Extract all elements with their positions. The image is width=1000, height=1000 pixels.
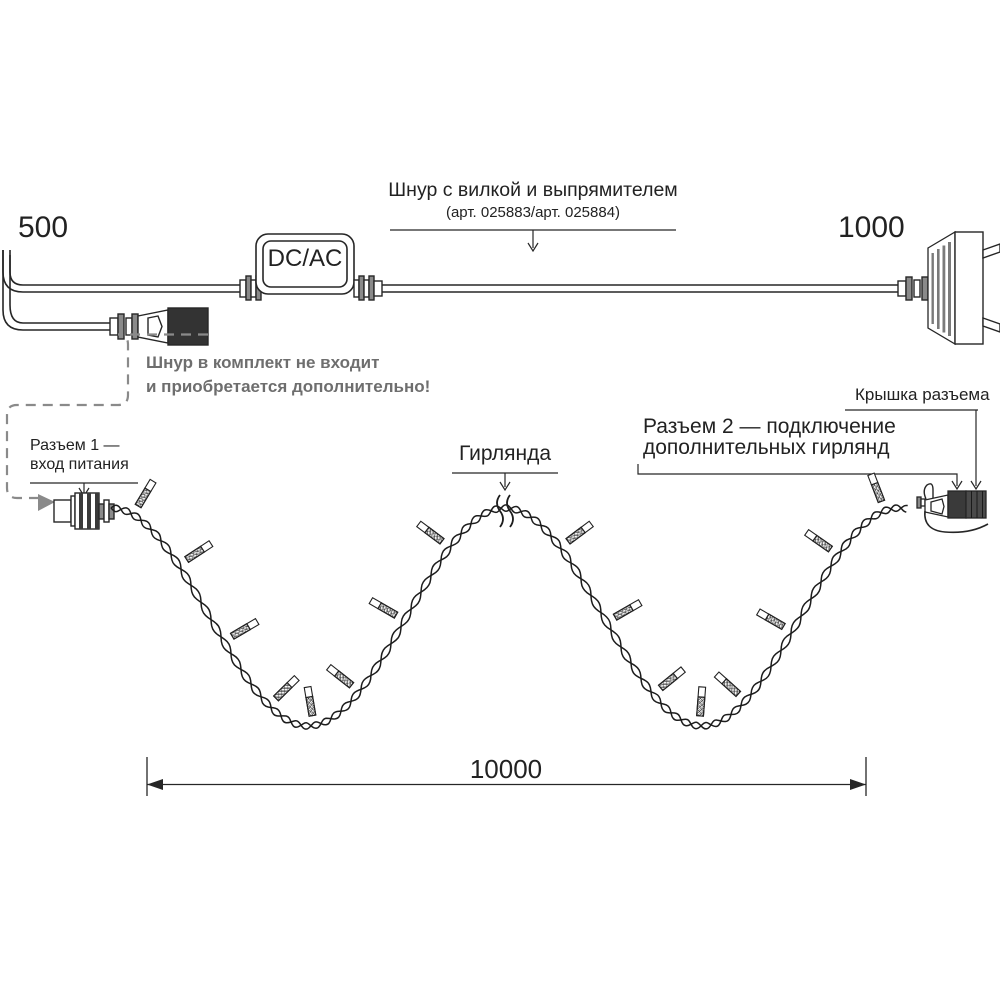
svg-text:и приобретается дополнительно!: и приобретается дополнительно! [146,377,430,396]
svg-text:вход питания: вход питания [30,456,129,473]
svg-text:DC/AC: DC/AC [268,245,343,272]
svg-text:Разъем 1 —: Разъем 1 — [30,437,120,454]
svg-text:дополнительных гирлянд: дополнительных гирлянд [643,436,890,459]
svg-text:Шнур с вилкой и выпрямителем: Шнур с вилкой и выпрямителем [388,179,677,201]
svg-text:10000: 10000 [470,754,542,784]
svg-text:(арт. 025883/арт. 025884): (арт. 025883/арт. 025884) [446,204,620,221]
svg-text:Шнур в комплект не входит: Шнур в комплект не входит [146,353,379,372]
svg-text:500: 500 [18,211,68,244]
svg-text:Разъем 2 — подключение: Разъем 2 — подключение [643,415,896,438]
svg-text:Гирлянда: Гирлянда [459,442,551,465]
svg-text:1000: 1000 [838,211,905,244]
svg-text:Крышка разъема: Крышка разъема [855,385,990,404]
